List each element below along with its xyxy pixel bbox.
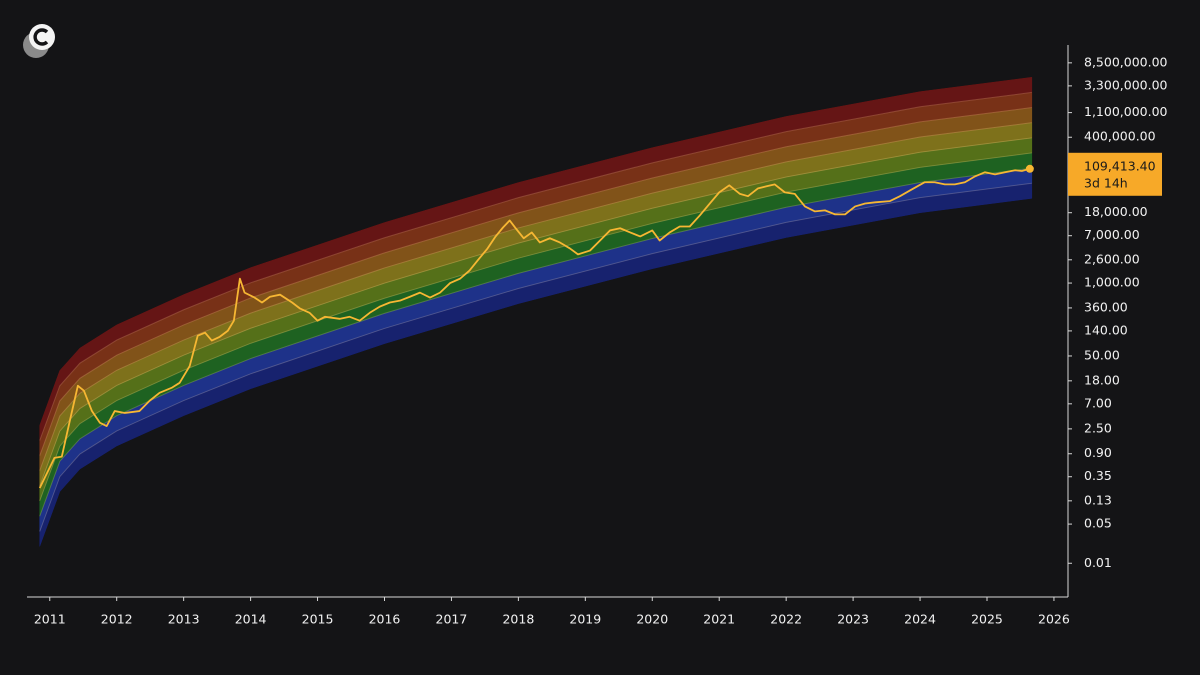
band (39, 77, 1033, 441)
last-value-note: 3d 14h (1084, 175, 1128, 190)
last-value-label: 109,413.40 (1084, 158, 1156, 173)
y-tick-label: 0.01 (1084, 555, 1112, 570)
x-tick-label: 2021 (703, 612, 735, 627)
y-tick-label: 50.00 (1084, 347, 1120, 362)
y-tick-label: 8,500,000.00 (1084, 54, 1168, 69)
band-boundary (39, 182, 1032, 532)
rainbow-bands (39, 77, 1033, 547)
y-tick-label: 0.90 (1084, 445, 1112, 460)
x-tick-label: 2016 (369, 612, 401, 627)
y-tick-label: 18,000.00 (1084, 204, 1148, 219)
x-tick-label: 2025 (971, 612, 1003, 627)
band-boundary (39, 122, 1032, 471)
y-tick-label: 400,000.00 (1084, 129, 1156, 144)
band-boundary (39, 167, 1032, 517)
x-tick-label: 2011 (34, 612, 66, 627)
band-boundary (39, 107, 1032, 456)
x-tick-label: 2020 (636, 612, 668, 627)
price-line (38, 167, 1031, 489)
x-tick-label: 2015 (302, 612, 334, 627)
y-tick-label: 18.00 (1084, 372, 1120, 387)
y-tick-label: 0.05 (1084, 516, 1112, 531)
last-value-box (1068, 152, 1162, 196)
logo (23, 24, 55, 58)
y-tick-label: 3,300,000.00 (1084, 77, 1168, 92)
y-tick-label: 0.13 (1084, 492, 1112, 507)
y-tick-label: 2.50 (1084, 420, 1112, 435)
y-tick-label: 0.35 (1084, 468, 1112, 483)
last-point (1025, 164, 1034, 173)
x-tick-label: 2018 (502, 612, 534, 627)
y-tick-label: 140.00 (1084, 322, 1128, 337)
y-tick-label: 7,000.00 (1084, 227, 1140, 242)
y-tick-label: 1,000.00 (1084, 275, 1140, 290)
x-tick-label: 2026 (1038, 612, 1070, 627)
x-tick-label: 2019 (569, 612, 601, 627)
x-tick-label: 2024 (904, 612, 936, 627)
band-boundary (39, 137, 1032, 487)
x-tick-label: 2013 (168, 612, 200, 627)
x-tick-label: 2017 (436, 612, 468, 627)
y-tick-label: 2,600.00 (1084, 251, 1140, 266)
y-tick-label: 7.00 (1084, 395, 1112, 410)
x-tick-label: 2012 (101, 612, 133, 627)
y-tick-label: 360.00 (1084, 299, 1128, 314)
x-tick-label: 2023 (837, 612, 869, 627)
band-boundary (39, 91, 1032, 441)
x-tick-label: 2014 (235, 612, 267, 627)
y-tick-label: 1,100,000.00 (1084, 104, 1168, 119)
x-tick-label: 2022 (770, 612, 802, 627)
plot: 0.01 0.05 0.13 0.35 0.90 2.50 7.00 18.00 50.00 14… (27, 45, 1168, 627)
